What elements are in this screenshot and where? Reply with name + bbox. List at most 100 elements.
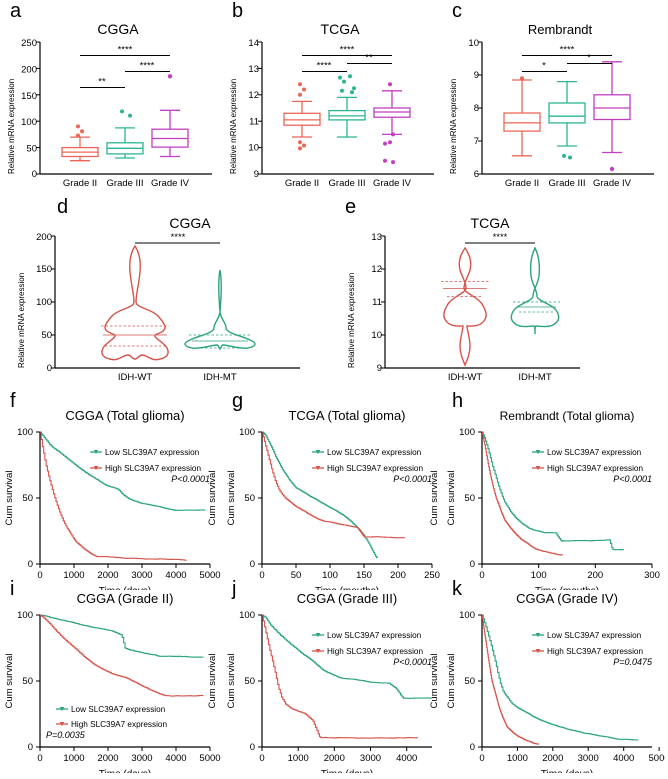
svg-text:Cum survival: Cum survival <box>4 654 15 709</box>
svg-text:Rembrandt (Total glioma): Rembrandt (Total glioma) <box>500 409 635 423</box>
svg-text:0: 0 <box>470 742 475 753</box>
svg-text:0: 0 <box>259 570 264 581</box>
svg-text:CGGA (Grade III): CGGA (Grade III) <box>297 591 397 606</box>
svg-text:200: 200 <box>390 570 406 581</box>
svg-text:1000: 1000 <box>507 753 528 764</box>
svg-text:P<0.0001: P<0.0001 <box>393 657 432 667</box>
svg-text:50: 50 <box>244 493 255 504</box>
svg-text:CGGA: CGGA <box>169 215 211 231</box>
svg-text:*: * <box>542 61 546 72</box>
svg-text:50: 50 <box>244 676 255 687</box>
svg-text:Low SLC39A7 expression: Low SLC39A7 expression <box>105 448 200 457</box>
svg-text:100: 100 <box>239 427 255 438</box>
svg-text:11: 11 <box>249 116 259 127</box>
svg-text:Relative mRNA expression: Relative mRNA expression <box>7 79 16 174</box>
svg-text:10: 10 <box>248 143 259 154</box>
svg-text:High SLC39A7 expression: High SLC39A7 expression <box>71 720 167 729</box>
svg-text:Relative mRNA expression: Relative mRNA expression <box>347 273 356 368</box>
svg-text:200: 200 <box>21 64 37 75</box>
svg-text:Low SLC39A7 expression: Low SLC39A7 expression <box>327 448 422 457</box>
svg-text:12: 12 <box>371 264 382 275</box>
svg-text:0: 0 <box>28 559 33 570</box>
svg-text:Grade II: Grade II <box>505 178 539 189</box>
svg-text:0: 0 <box>259 753 264 764</box>
svg-text:P<0.0001: P<0.0001 <box>393 474 432 484</box>
svg-text:Grade III: Grade III <box>107 178 144 189</box>
svg-text:50: 50 <box>22 676 33 687</box>
svg-text:5000: 5000 <box>649 753 665 764</box>
svg-text:50: 50 <box>464 676 475 687</box>
svg-text:0: 0 <box>250 742 255 753</box>
svg-text:**: ** <box>365 53 373 64</box>
svg-text:Cum survival: Cum survival <box>226 654 237 709</box>
svg-text:2000: 2000 <box>97 753 118 764</box>
svg-text:High SLC39A7 expression: High SLC39A7 expression <box>327 464 423 473</box>
svg-text:Low SLC39A7 expression: Low SLC39A7 expression <box>547 631 642 640</box>
svg-text:4000: 4000 <box>396 753 417 764</box>
svg-text:Cum survival: Cum survival <box>207 654 218 709</box>
svg-text:TCGA (Total glioma): TCGA (Total glioma) <box>288 408 405 423</box>
svg-text:Grade IV: Grade IV <box>373 178 412 189</box>
svg-text:2000: 2000 <box>324 753 345 764</box>
svg-text:Grade IV: Grade IV <box>593 178 632 189</box>
svg-text:Grade III: Grade III <box>329 178 366 189</box>
svg-text:50: 50 <box>464 493 475 504</box>
svg-text:P=0.0475: P=0.0475 <box>613 657 653 667</box>
svg-text:Grade IV: Grade IV <box>151 178 190 189</box>
svg-text:100: 100 <box>21 117 37 128</box>
svg-text:0: 0 <box>37 570 42 581</box>
svg-text:****: **** <box>317 61 332 72</box>
svg-text:Grade II: Grade II <box>63 178 97 189</box>
svg-text:*: * <box>587 53 591 64</box>
svg-text:0: 0 <box>479 753 484 764</box>
svg-text:50: 50 <box>22 493 33 504</box>
svg-text:TCGA: TCGA <box>321 21 361 37</box>
svg-text:****: **** <box>171 232 186 243</box>
svg-text:200: 200 <box>36 232 52 243</box>
svg-text:50: 50 <box>26 144 37 155</box>
svg-text:Time (days): Time (days) <box>321 769 373 773</box>
svg-text:0: 0 <box>479 570 484 581</box>
svg-text:IDH-WT: IDH-WT <box>448 372 482 383</box>
svg-text:Time (days): Time (days) <box>541 769 593 773</box>
svg-text:4000: 4000 <box>165 753 186 764</box>
svg-text:250: 250 <box>424 570 440 581</box>
svg-text:P<0.0001: P<0.0001 <box>171 474 210 484</box>
svg-text:Cum survival: Cum survival <box>226 471 237 526</box>
svg-text:100: 100 <box>531 570 547 581</box>
svg-text:Cum survival: Cum survival <box>446 654 457 709</box>
svg-text:1000: 1000 <box>63 570 84 581</box>
svg-text:2000: 2000 <box>542 753 563 764</box>
svg-text:250: 250 <box>21 38 37 49</box>
svg-text:100: 100 <box>36 297 52 308</box>
svg-text:3000: 3000 <box>131 753 152 764</box>
svg-text:P=0.0035: P=0.0035 <box>46 730 86 740</box>
svg-text:P<0.0001: P<0.0001 <box>613 474 652 484</box>
svg-text:11: 11 <box>372 297 382 308</box>
svg-text:150: 150 <box>36 264 52 275</box>
svg-text:1000: 1000 <box>288 753 309 764</box>
svg-text:Relative mRNA expression: Relative mRNA expression <box>17 273 26 368</box>
svg-text:150: 150 <box>21 91 37 102</box>
svg-text:Low SLC39A7 expression: Low SLC39A7 expression <box>71 705 166 714</box>
svg-text:CGGA (Grade IV): CGGA (Grade IV) <box>516 591 618 606</box>
svg-text:****: **** <box>118 45 133 56</box>
svg-text:0: 0 <box>250 559 255 570</box>
svg-text:100: 100 <box>459 610 475 621</box>
svg-text:4000: 4000 <box>165 570 186 581</box>
svg-text:0: 0 <box>28 742 33 753</box>
svg-text:****: **** <box>493 232 508 243</box>
svg-text:High SLC39A7 expression: High SLC39A7 expression <box>547 647 643 656</box>
svg-text:12: 12 <box>248 90 259 101</box>
svg-text:1000: 1000 <box>63 753 84 764</box>
svg-text:Relative mRNA expression: Relative mRNA expression <box>449 79 458 174</box>
svg-text:100: 100 <box>17 610 33 621</box>
svg-text:14: 14 <box>248 38 259 49</box>
svg-text:**: ** <box>98 77 106 88</box>
svg-text:100: 100 <box>459 427 475 438</box>
svg-text:IDH-MT: IDH-MT <box>518 372 551 383</box>
svg-text:3000: 3000 <box>131 570 152 581</box>
svg-text:Relative mRNA expression: Relative mRNA expression <box>229 79 238 174</box>
svg-text:TCGA: TCGA <box>471 215 511 231</box>
svg-text:5000: 5000 <box>199 570 220 581</box>
